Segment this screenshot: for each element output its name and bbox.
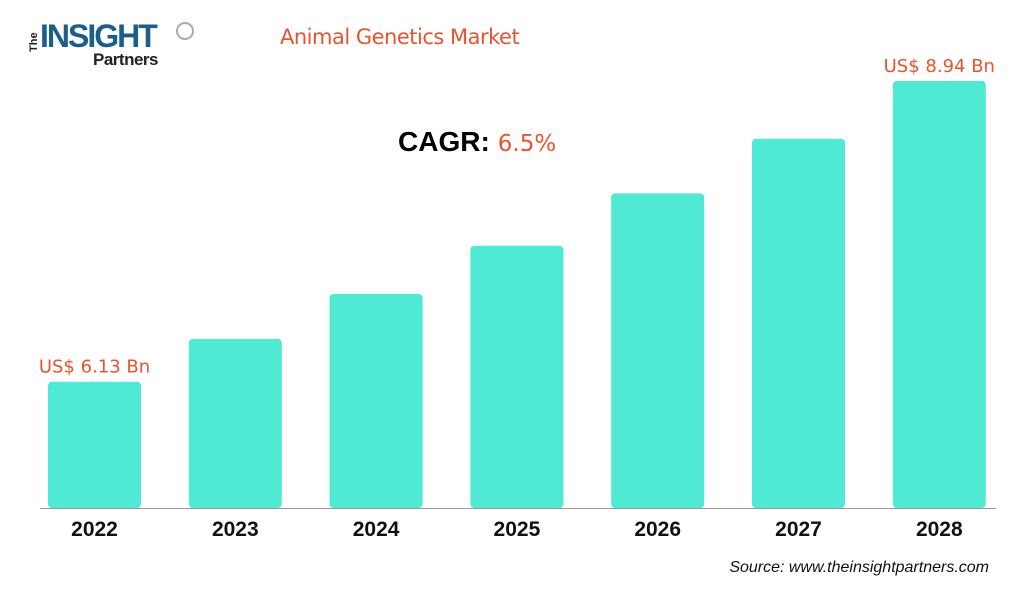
cagr-value: 6.5%	[497, 131, 557, 157]
x-tick-label: 2024	[353, 518, 400, 541]
bar-2024	[329, 293, 423, 508]
bar-2022	[48, 381, 141, 508]
x-tick-label: 2025	[494, 518, 541, 541]
logo-partners: Partners	[93, 50, 158, 69]
source-note: Source: www.theinsightpartners.com	[729, 559, 989, 576]
x-tick-label: 2026	[634, 518, 681, 541]
bar-2027	[752, 138, 845, 508]
x-tick-label: 2027	[775, 518, 822, 541]
cagr: CAGR: 6.5%	[398, 126, 556, 158]
logo: The INSIGHT Partners	[28, 12, 194, 72]
logo-insight: INSIGHT	[40, 18, 158, 54]
chart-title: Animal Genetics Market	[280, 25, 520, 49]
logo-ring-icon	[176, 22, 194, 40]
data-label: US$ 6.13 Bn	[39, 357, 150, 378]
data-label: US$ 8.94 Bn	[884, 56, 995, 77]
x-tick-label: 2022	[71, 518, 118, 541]
bar-2028	[892, 81, 986, 508]
bar-2026	[611, 193, 705, 509]
bar-2023	[188, 338, 282, 508]
bar-2025	[470, 245, 564, 509]
x-tick-label: 2028	[916, 518, 963, 541]
x-tick-label: 2023	[212, 518, 259, 541]
cagr-label: CAGR:	[398, 126, 490, 157]
